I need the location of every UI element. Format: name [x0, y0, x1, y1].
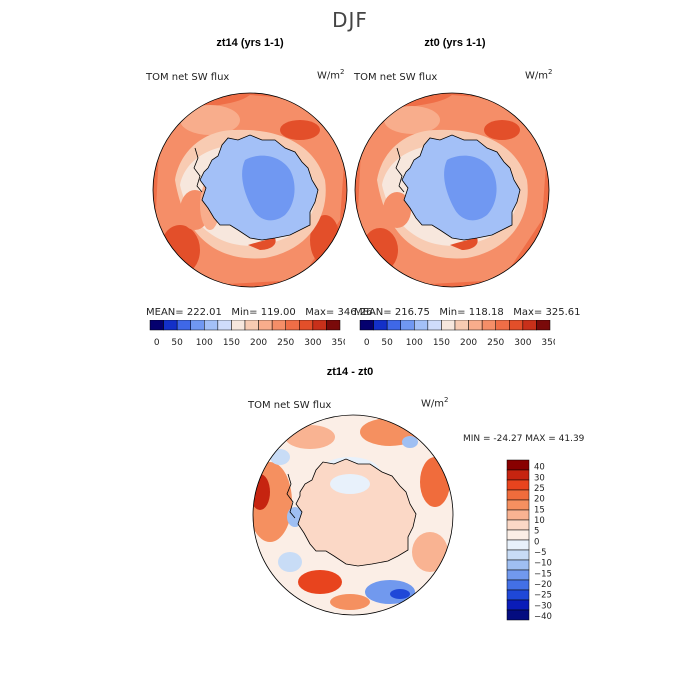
colorbar-tick-label: 50	[171, 338, 183, 348]
colorbar-swatch	[285, 320, 300, 331]
diff-title: zt14 - zt0	[326, 366, 374, 378]
colorbar-tick-label: −30	[534, 601, 552, 611]
colorbar-swatch	[506, 549, 530, 561]
colorbar-swatch	[506, 519, 530, 531]
colorbar-tick-label: 0	[154, 338, 160, 348]
map-field-left	[153, 93, 347, 287]
colorbar-tick-label: 300	[304, 338, 321, 348]
colorbar-tick-label: 30	[534, 473, 545, 483]
units-label-diff: W/m2	[421, 396, 449, 410]
colorbar-swatch	[312, 320, 327, 331]
colorbar-swatch	[506, 459, 530, 471]
colorbar-tick-label: 250	[277, 338, 294, 348]
colorbar-tick-label: 100	[406, 338, 423, 348]
map-field-right	[355, 93, 549, 287]
polar-map-diff	[252, 414, 454, 616]
stats-left: MEAN= 222.01 Min= 119.00 Max= 346.26	[146, 307, 373, 318]
panel-title-right: zt0 (yrs 1-1)	[424, 37, 486, 49]
colorbar-swatch	[163, 320, 178, 331]
colorbar-swatch	[509, 320, 524, 331]
season-title: DJF	[332, 8, 368, 32]
colorbar-tick-label: 300	[514, 338, 531, 348]
polar-map-left	[152, 92, 348, 288]
colorbar-swatch	[414, 320, 429, 331]
colorbar-swatch	[522, 320, 537, 331]
colorbar-swatch	[481, 320, 496, 331]
colorbar-swatch	[386, 320, 401, 331]
colorbar-swatch	[506, 579, 530, 591]
colorbar-swatch	[536, 320, 551, 331]
colorbar-swatch	[359, 320, 374, 331]
colorbar-swatch	[400, 320, 415, 331]
colorbar-tick-label: 40	[534, 463, 545, 473]
units-label-right: W/m2	[525, 68, 553, 82]
colorbar-tick-label: 25	[534, 484, 545, 494]
colorbar-tick-label: −10	[534, 559, 552, 569]
colorbar-tick-label: −15	[534, 569, 552, 579]
colorbar-tick-label: −25	[534, 591, 552, 601]
colorbar-swatch	[506, 489, 530, 501]
colorbar-tick-label: 350	[541, 338, 555, 348]
colorbar-swatch	[231, 320, 246, 331]
colorbar-tick-label: 0	[534, 537, 539, 547]
colorbar-swatch	[506, 589, 530, 601]
colorbar-swatch	[506, 599, 530, 611]
colorbar-swatch	[176, 320, 191, 331]
units-label-left: W/m2	[317, 68, 345, 82]
colorbar-swatch	[506, 559, 530, 571]
colorbar-swatch	[427, 320, 442, 331]
colorbar-swatch	[299, 320, 314, 331]
colorbar-swatch	[506, 569, 530, 581]
antarctica-diff	[295, 458, 417, 567]
colorbar-swatch	[506, 529, 530, 541]
colorbar-swatch	[454, 320, 469, 331]
colorbar-tick-label: 0	[364, 338, 370, 348]
colorbar-tick-label: 150	[433, 338, 450, 348]
colorbar-swatch	[468, 320, 483, 331]
colorbar-swatch	[506, 479, 530, 491]
colorbar-tick-label: 100	[196, 338, 213, 348]
colorbar-tick-label: 5	[534, 527, 539, 537]
colorbar-swatch	[190, 320, 205, 331]
panel-title-left: zt14 (yrs 1-1)	[216, 37, 284, 49]
map-field-diff	[253, 415, 453, 615]
colorbar-tick-label: 200	[460, 338, 477, 348]
polar-map-right	[354, 92, 550, 288]
stats-right: MEAN= 216.75 Min= 118.18 Max= 325.61	[354, 307, 581, 318]
colorbar-swatch	[204, 320, 219, 331]
colorbar-tick-label: 20	[534, 495, 545, 505]
colorbar-swatch	[441, 320, 456, 331]
colorbar-tick-label: −40	[534, 612, 552, 622]
colorbar-tick-label: −5	[534, 548, 547, 558]
colorbar-swatch	[149, 320, 164, 331]
diff-min-max: MIN = -24.27 MAX = 41.39	[463, 434, 585, 444]
colorbar-tick-label: 200	[250, 338, 267, 348]
colorbar-swatch	[271, 320, 286, 331]
colorbar-right: 0 50 100 150 200 250 300 350	[359, 320, 555, 348]
colorbar-swatch	[217, 320, 232, 331]
colorbar-swatch	[258, 320, 273, 331]
colorbar-swatch	[506, 469, 530, 481]
colorbar-swatch	[244, 320, 259, 331]
colorbar-swatch	[373, 320, 388, 331]
colorbar-tick-label: 150	[223, 338, 240, 348]
colorbar-swatch	[506, 609, 530, 621]
variable-label-diff: TOM net SW flux	[248, 400, 332, 411]
colorbar-tick-label: 50	[381, 338, 393, 348]
colorbar-tick-label: 250	[487, 338, 504, 348]
variable-label-right: TOM net SW flux	[354, 72, 438, 83]
colorbar-tick-label: 350	[331, 338, 345, 348]
colorbar-swatch	[326, 320, 341, 331]
colorbar-left: 0 50 100 150 200 250 300 350	[149, 320, 345, 348]
colorbar-tick-label: 10	[534, 516, 545, 526]
colorbar-swatch	[506, 499, 530, 511]
colorbar-swatch	[506, 539, 530, 551]
colorbar-tick-label: −20	[534, 580, 552, 590]
colorbar-swatch	[506, 509, 530, 521]
colorbar-tick-label: 15	[534, 505, 545, 515]
colorbar-swatch	[495, 320, 510, 331]
variable-label-left: TOM net SW flux	[146, 72, 230, 83]
